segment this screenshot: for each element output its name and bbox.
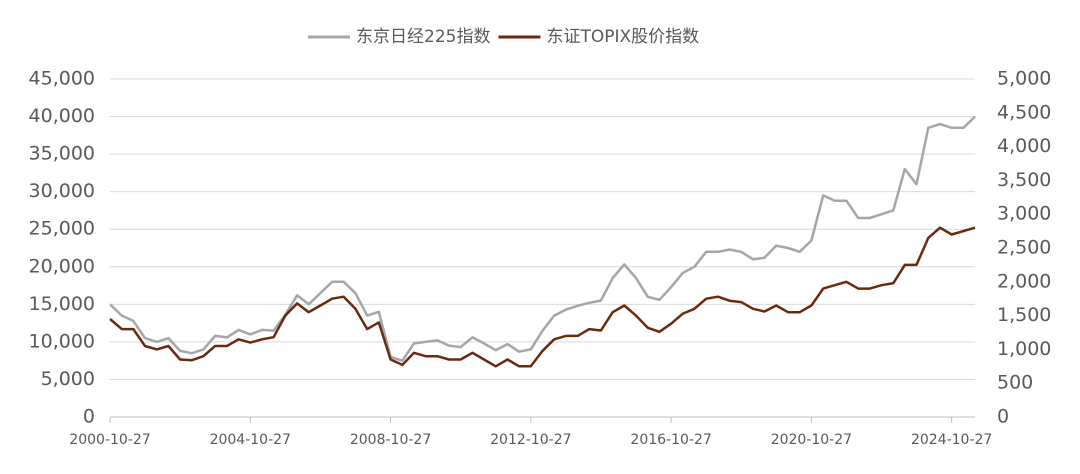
y2-tick-label: 0 (997, 406, 1009, 428)
y-tick-label: 10,000 (29, 330, 95, 352)
y-tick-label: 20,000 (29, 255, 95, 277)
x-tick-label: 2020-10-27 (771, 432, 852, 448)
y2-tick-label: 2,500 (997, 237, 1051, 259)
y-tick-label: 35,000 (29, 143, 95, 165)
x-tick-label: 2012-10-27 (490, 432, 571, 448)
y2-tick-label: 3,000 (997, 203, 1051, 225)
y2-tick-label: 4,500 (997, 101, 1051, 123)
y-tick-label: 40,000 (29, 105, 95, 127)
y-tick-label: 15,000 (29, 293, 95, 315)
y-tick-label: 0 (83, 406, 95, 428)
x-tick-label: 2016-10-27 (630, 432, 711, 448)
x-tick-label: 2000-10-27 (69, 432, 150, 448)
x-tick-label: 2008-10-27 (350, 432, 431, 448)
y2-tick-label: 500 (997, 372, 1033, 394)
y2-tick-label: 2,000 (997, 270, 1051, 292)
x-tick-label: 2004-10-27 (210, 432, 291, 448)
y2-tick-label: 1,000 (997, 338, 1051, 360)
y-tick-label: 30,000 (29, 180, 95, 202)
series-line (109, 115, 976, 362)
y-tick-label: 25,000 (29, 218, 95, 240)
legend-label: 东证TOPIX股价指数 (546, 27, 699, 47)
y2-tick-label: 3,500 (997, 169, 1051, 191)
legend-label: 东京日经225指数 (356, 27, 490, 47)
x-tick-label: 2024-10-27 (911, 432, 992, 448)
series-line (109, 226, 976, 368)
y2-tick-label: 1,500 (997, 304, 1051, 326)
y2-tick-label: 5,000 (997, 68, 1051, 90)
y2-tick-label: 4,000 (997, 135, 1051, 157)
y-tick-label: 5,000 (41, 368, 95, 390)
y-tick-label: 45,000 (29, 68, 95, 90)
